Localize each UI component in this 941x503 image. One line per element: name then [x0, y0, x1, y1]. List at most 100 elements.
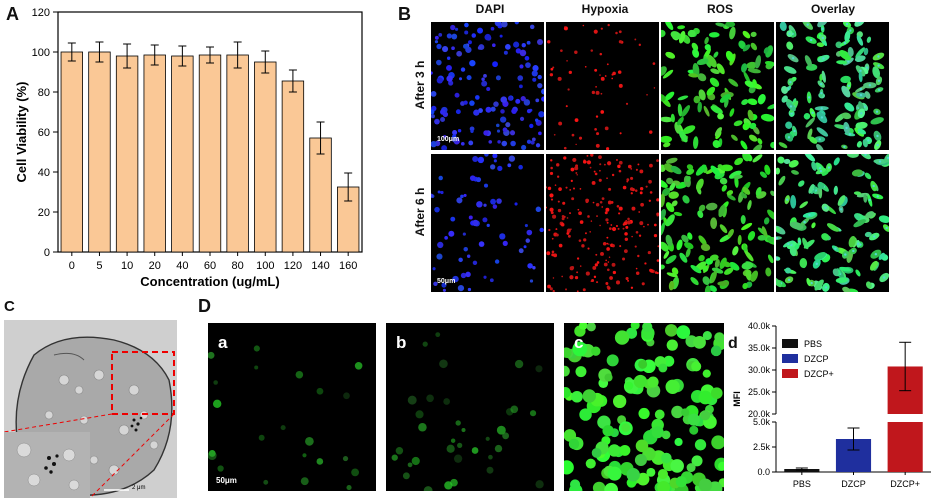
hypoxia-signal: [606, 177, 608, 180]
nucleus: [446, 33, 452, 39]
fluor-cell: [698, 478, 713, 491]
ros-cell: [734, 157, 744, 166]
y-axis-label: MFI: [732, 391, 742, 407]
overlay-cell: [832, 268, 839, 277]
bar: [60, 51, 83, 253]
fluor-cell: [665, 379, 680, 394]
overlay-nucleus: [810, 281, 813, 285]
fluor-cell: [694, 439, 707, 451]
ros-cell: [719, 224, 728, 234]
hypoxia-signal: [630, 192, 633, 195]
bar: [198, 54, 222, 253]
hypoxia-signal: [556, 163, 560, 167]
overlay-nucleus: [789, 105, 793, 108]
ros-cell: [681, 234, 689, 243]
x-tick-label: 120: [284, 260, 302, 272]
overlay-cell: [833, 157, 840, 166]
nucleus: [463, 100, 468, 105]
ros-cell: [720, 164, 733, 172]
hypoxia-signal: [634, 245, 637, 248]
ros-cell: [661, 116, 674, 123]
overlay-cell: [883, 224, 889, 232]
ros-cell: [757, 138, 763, 145]
overlay-cell: [847, 46, 854, 57]
overlay-nucleus: [819, 169, 823, 173]
hypoxia-signal: [549, 207, 554, 212]
fluor-cell: [300, 477, 309, 486]
overlay-cell: [778, 142, 788, 149]
overlay-nucleus: [787, 242, 790, 246]
ros-cell: [725, 22, 736, 28]
ros-cell: [713, 51, 719, 58]
ros-cell: [719, 93, 731, 103]
nucleus: [460, 194, 464, 199]
hypoxia-signal: [641, 282, 645, 286]
hypoxia-signal: [552, 277, 555, 279]
ros-cell: [709, 77, 720, 87]
hypoxia-signal: [600, 76, 605, 81]
hypoxia-signal: [617, 164, 621, 169]
fluor-cell: [461, 428, 466, 433]
hypoxia-signal: [552, 289, 555, 292]
hypoxia-signal: [593, 275, 597, 279]
hypoxia-signal: [576, 290, 579, 292]
overlay-cell: [864, 231, 872, 238]
fluor-cell: [665, 324, 678, 337]
fluor-cell: [658, 363, 668, 373]
ros-cell: [665, 51, 676, 59]
overlay-cell: [835, 41, 843, 49]
y-tick-label: 0.0: [757, 467, 770, 477]
ros-cell: [697, 101, 702, 113]
overlay-cell: [776, 226, 781, 233]
overlay-cell: [798, 180, 805, 187]
fluor-cell: [638, 359, 648, 369]
fluor-cell: [591, 448, 602, 458]
ros-cell: [710, 165, 721, 176]
hypoxia-signal: [572, 187, 576, 190]
nucleus: [489, 278, 494, 283]
nucleus: [490, 26, 495, 31]
fluor-cell: [635, 439, 649, 453]
hypoxia-signal: [595, 86, 597, 88]
ros-cell: [691, 42, 699, 51]
overlay-cell: [779, 22, 787, 32]
hypoxia-signal: [606, 285, 610, 289]
overlay-cell: [805, 117, 815, 128]
hypoxia-signal: [558, 187, 562, 191]
ros-cell: [757, 234, 767, 241]
nucleus: [477, 46, 482, 50]
overlay-nucleus: [856, 242, 860, 245]
nucleus: [535, 143, 541, 148]
ros-cell: [671, 267, 679, 276]
hypoxia-signal: [599, 163, 602, 166]
hypoxia-signal: [618, 212, 621, 215]
nucleus: [500, 96, 508, 104]
y-tick-label: 20: [38, 207, 50, 219]
nucleus: [496, 129, 501, 133]
hypoxia-signal: [647, 250, 651, 255]
overlay-nucleus: [820, 116, 824, 119]
hypoxia-signal: [606, 242, 609, 245]
overlay-nucleus: [876, 143, 879, 147]
ros-cell: [752, 154, 763, 163]
nucleus: [523, 245, 527, 249]
ros-cell: [665, 234, 673, 247]
overlay-nucleus: [847, 84, 851, 87]
overlay-nucleus: [815, 262, 818, 266]
hypoxia-signal: [603, 262, 608, 267]
nucleus: [541, 96, 544, 102]
overlay-cell: [821, 233, 830, 241]
ros-cell: [693, 136, 699, 149]
ros-cell: [767, 254, 774, 264]
hypoxia-signal: [631, 206, 636, 211]
overlay-cell: [844, 102, 855, 112]
hypoxia-signal: [625, 225, 629, 229]
hypoxia-signal: [608, 227, 612, 231]
nucleus: [519, 84, 523, 89]
ros-cell: [697, 210, 704, 219]
scale-bar-d: 50μm: [216, 476, 237, 485]
ros-cell: [737, 234, 742, 246]
overlay-nucleus: [787, 278, 791, 282]
nucleus: [476, 177, 482, 183]
x-tick-label: 10: [121, 260, 133, 272]
